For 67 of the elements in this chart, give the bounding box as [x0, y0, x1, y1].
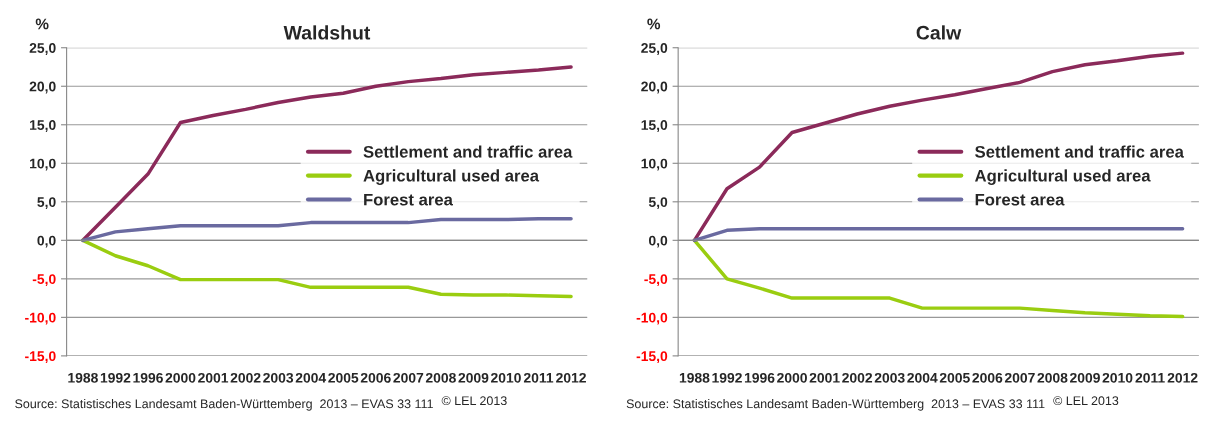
legend-label: Forest area — [364, 193, 453, 206]
x-tick-label: 2002 — [230, 372, 261, 383]
x-tick-label: 2011 — [523, 372, 554, 383]
x-tick-label: 2005 — [328, 372, 359, 383]
y-tick-label: 25,0 — [29, 43, 56, 55]
y-tick-label: 10,0 — [30, 158, 56, 171]
x-tick-label: 2007 — [1004, 372, 1035, 383]
source-note: Source: Statistisches Landesamt Baden-Württemberg 2013 – EVAS 33 111 — [15, 399, 433, 411]
line-series — [81, 217, 573, 243]
y-tick-label: 5,0 — [648, 197, 668, 209]
y-tick-label: -15,0 — [636, 351, 668, 364]
y-tick-label: 5,0 — [37, 197, 56, 209]
x-tick-label: 2010 — [1102, 372, 1133, 383]
y-tick-label: 20,0 — [29, 81, 56, 94]
x-tick-label: 2001 — [198, 372, 229, 383]
y-tick-label: -5,0 — [644, 274, 668, 287]
y-tick-label: 20,0 — [641, 81, 668, 94]
text: © LEL 2013 — [1053, 396, 1119, 406]
y-tick-label: -10,0 — [25, 312, 56, 325]
x-tick-label: 2012 — [1167, 372, 1198, 383]
y-tick-label: 10,0 — [641, 158, 668, 171]
x-tick-label: 2000 — [165, 372, 196, 383]
y-tick-label: 15,0 — [641, 120, 668, 132]
x-tick-label: 1988 — [679, 372, 710, 383]
x-tick-label: 2006 — [360, 372, 391, 383]
x-tick-label: 2004 — [295, 372, 327, 383]
y-axis-title: % — [35, 18, 49, 30]
x-tick-label: 2010 — [491, 372, 521, 383]
legend-label: Settlement and traffic area — [975, 145, 1185, 158]
x-tick-label: 2009 — [458, 372, 489, 383]
x-tick-label: 2001 — [809, 372, 840, 383]
legend-label: Agricultural used area — [363, 169, 540, 185]
y-tick-label: -5,0 — [32, 274, 56, 287]
y-tick-label: -15,0 — [25, 351, 56, 364]
source-note: Source: Statistisches Landesamt Baden-Württemberg 2013 – EVAS 33 111 — [626, 399, 1045, 411]
y-tick-label: 15,0 — [30, 120, 56, 132]
x-tick-label: 2004 — [907, 372, 938, 383]
legend-label: Agricultural used area — [974, 169, 1151, 185]
legend-label: Forest area — [975, 193, 1065, 206]
x-tick-label: 2000 — [777, 372, 807, 383]
x-tick-label: 1992 — [712, 372, 742, 383]
y-tick-label: 25,0 — [641, 43, 668, 55]
x-tick-label: 2003 — [874, 372, 905, 383]
x-tick-label: 2005 — [939, 372, 970, 383]
y-tick-label: 0,0 — [37, 235, 56, 248]
x-tick-label: 2008 — [425, 372, 456, 383]
x-tick-label: 2009 — [1070, 372, 1100, 383]
x-tick-label: 2012 — [556, 372, 586, 383]
line-series — [81, 238, 573, 299]
chart-title: Waldshut — [283, 25, 371, 40]
y-axis-title: % — [647, 18, 661, 30]
y-tick-label: -10,0 — [636, 312, 668, 325]
line-series — [692, 238, 1185, 319]
x-tick-label: 2011 — [1135, 372, 1165, 383]
text: © LEL 2013 — [441, 396, 507, 406]
y-tick-label: 0,0 — [648, 235, 668, 248]
x-tick-label: 1996 — [744, 372, 775, 383]
x-tick-label: 1992 — [100, 372, 131, 383]
x-tick-label: 1996 — [133, 372, 163, 383]
x-tick-label: 2002 — [842, 372, 873, 383]
x-tick-label: 2003 — [263, 372, 294, 383]
x-tick-label: 2007 — [393, 372, 424, 383]
x-tick-label: 1988 — [68, 372, 98, 383]
chart-title: Calw — [916, 25, 962, 40]
x-tick-label: 2006 — [972, 372, 1003, 383]
legend-label: Settlement and traffic area — [363, 145, 573, 158]
x-tick-label: 2008 — [1037, 372, 1068, 383]
